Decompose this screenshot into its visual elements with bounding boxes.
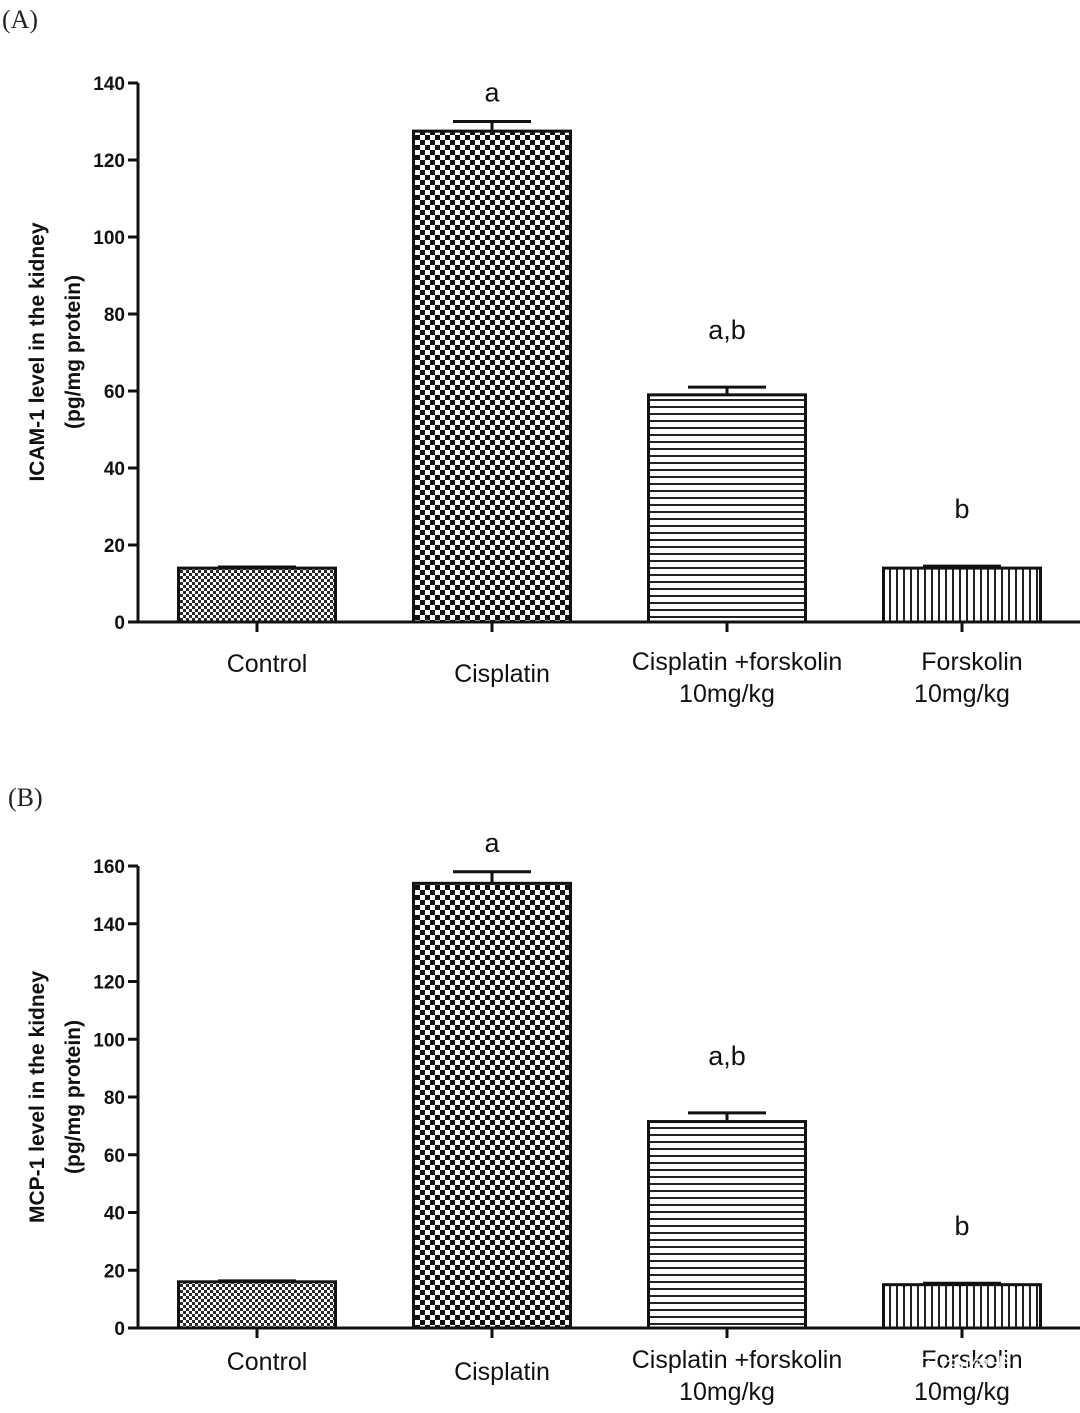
plot-area: 0 20 40 60 80 100 120 140 160 Control Cisplatin a Ci… [93,828,1080,1406]
significance-label: a [484,828,500,858]
y-tick-label: 40 [104,1204,125,1225]
bar [882,1283,1042,1330]
significance-label: a,b [708,1041,746,1071]
watermark: 知乎 @陶术 [885,1354,1013,1382]
y-tick-label: 120 [93,151,125,172]
panel-label: (B) [8,783,43,812]
bar [882,566,1042,624]
panel-label: (A) [2,5,38,34]
x-tick-label: Forskolin [921,1346,1022,1374]
x-tick-label: Cisplatin [454,1358,550,1386]
x-tick-label: Control [227,650,308,678]
y-tick-label: 20 [104,1261,125,1282]
y-tick-label: 100 [93,1030,125,1051]
y-axis-title-units: (pg/mg protein) [62,275,85,429]
bar [412,881,572,1330]
x-tick-label-line2: 10mg/kg [679,1378,775,1406]
y-tick-label: 80 [104,305,125,326]
y-axis-title-units: (pg/mg protein) [62,1020,85,1174]
plot-area: 0 20 40 60 80 100 120 140 Control Cisplatin a Cispl… [93,74,1080,708]
y-tick-label: 120 [93,973,125,994]
x-tick-label-line2: 10mg/kg [914,1378,1010,1406]
y-tick-label: 140 [93,74,125,95]
x-tick-label-line2: 10mg/kg [679,680,775,708]
significance-label: a,b [708,315,746,345]
x-tick-label-line2: 10mg/kg [914,680,1010,708]
bar [177,566,337,624]
x-tick-label: Forskolin [921,648,1022,676]
x-tick-label: Cisplatin +forskolin [632,1346,843,1374]
y-tick-label: 20 [104,536,125,557]
y-tick-label: 60 [104,382,125,403]
y-tick-label: 40 [104,459,125,480]
significance-label: b [954,1211,969,1241]
panel-b: (B) MCP-1 level in the kidney (pg/mg pro… [8,783,1080,1406]
y-tick-label: 60 [104,1146,125,1167]
y-tick-label: 0 [114,613,125,634]
x-tick-label: Cisplatin +forskolin [632,648,843,676]
bar [647,393,807,624]
bar [177,1280,337,1330]
bar [647,1120,807,1330]
panel-a: (A) ICAM-1 level in the kidney (pg/mg pr… [2,5,1080,708]
y-tick-label: 100 [93,228,125,249]
y-tick-label: 0 [114,1319,125,1340]
significance-label: a [484,78,500,108]
y-tick-label: 80 [104,1088,125,1109]
y-axis-title: MCP-1 level in the kidney [26,971,49,1223]
significance-label: b [954,494,969,524]
bar [412,129,572,624]
y-axis-title: ICAM-1 level in the kidney [26,222,49,481]
y-tick-label: 140 [93,915,125,936]
x-tick-label: Cisplatin [454,660,550,688]
x-tick-label: Control [227,1348,308,1376]
y-tick-label: 160 [93,857,125,878]
